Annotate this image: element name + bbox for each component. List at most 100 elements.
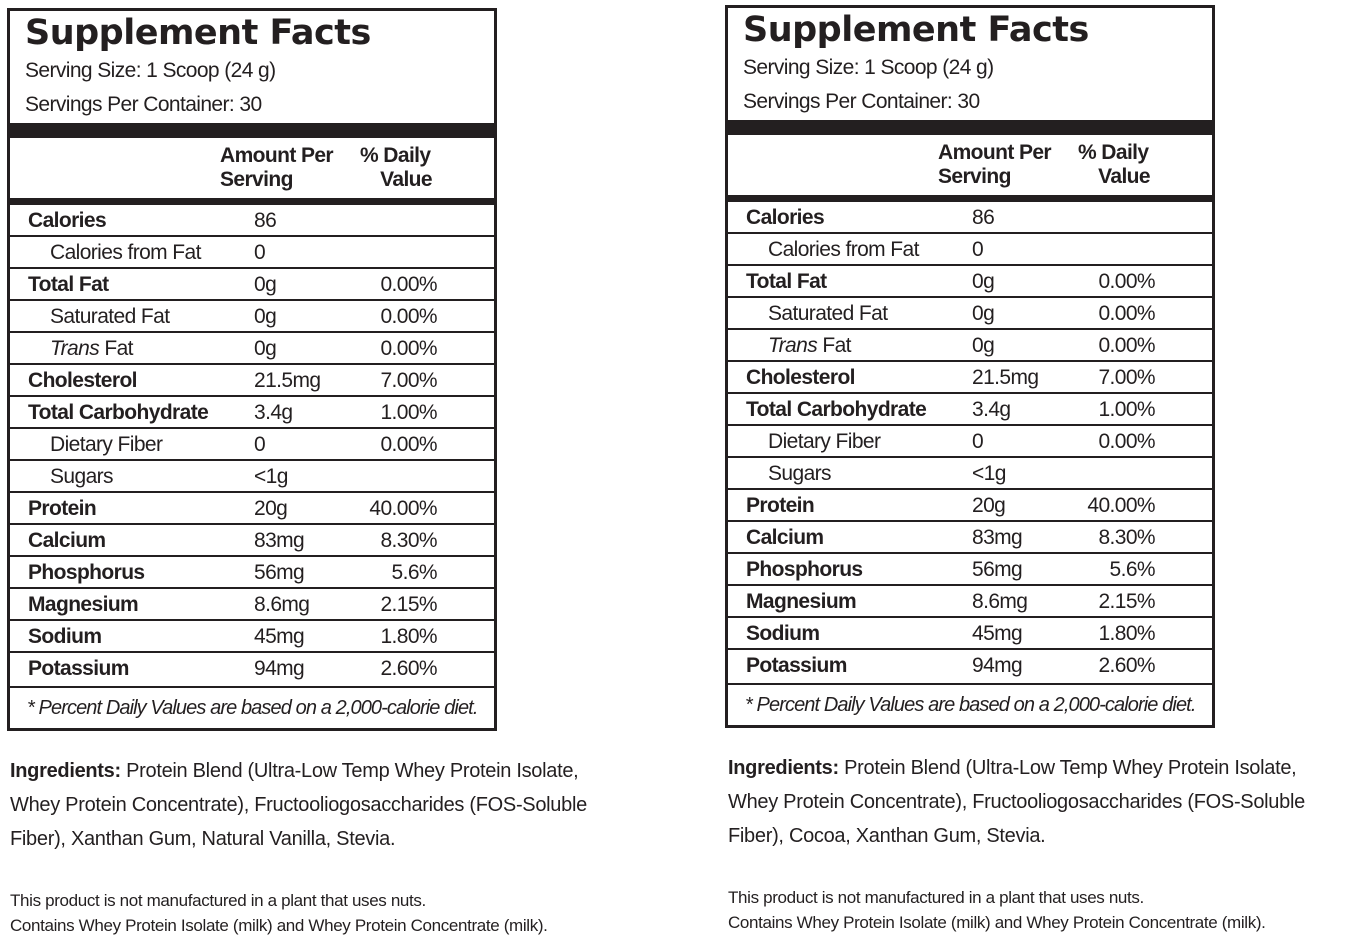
- nutrient-name: Calories from Fat: [50, 241, 201, 264]
- label-title: Supplement Facts: [25, 13, 371, 53]
- nutrient-amount: 3.4g: [254, 401, 293, 424]
- nutrient-name: Sodium: [746, 622, 820, 645]
- ingredients: Ingredients: Protein Blend (Ultra-Low Te…: [10, 754, 650, 856]
- column-header: Amount Per Serving % Daily Value: [10, 138, 494, 205]
- footnote: * Percent Daily Values are based on a 2,…: [745, 694, 1196, 716]
- divider-bar: [728, 120, 1212, 135]
- nutrient-name: Calcium: [28, 529, 106, 552]
- nutrient-row: Potassium 94mg 2.60%: [10, 653, 494, 688]
- nutrient-daily-value: 5.6%: [391, 561, 438, 584]
- nutrient-row: Total Fat 0g 0.00%: [10, 269, 494, 301]
- nutrient-name: Calories: [28, 209, 107, 232]
- footnote: * Percent Daily Values are based on a 2,…: [27, 697, 478, 719]
- ingredients-text: Fiber), Cocoa, Xanthan Gum, Stevia.: [728, 825, 1046, 847]
- nutrient-row: Dietary Fiber 0 0.00%: [728, 426, 1212, 458]
- servings-per-container: Servings Per Container: 30: [25, 93, 262, 116]
- allergen-notes: This product is not manufactured in a pl…: [10, 888, 650, 938]
- nutrient-amount: 21.5mg: [972, 366, 1039, 389]
- ingredients-text: Fiber), Xanthan Gum, Natural Vanilla, St…: [10, 828, 396, 850]
- nutrient-row: Sugars <1g: [10, 461, 494, 493]
- nutrient-name: Total Carbohydrate: [746, 398, 927, 421]
- nutrient-amount: 0g: [972, 334, 995, 357]
- nutrient-name-rest: Fat: [99, 337, 133, 360]
- ingredients-label: Ingredients:: [728, 757, 839, 779]
- nutrient-name: Magnesium: [28, 593, 139, 616]
- milk-note: Contains Whey Protein Isolate (milk) and…: [728, 913, 1266, 932]
- daily-value-header: % Daily Value: [1078, 141, 1151, 189]
- nutrient-amount: 83mg: [972, 526, 1023, 549]
- amount-per-serving-header: Amount Per Serving: [938, 141, 1052, 189]
- nutrient-row: Magnesium 8.6mg 2.15%: [10, 589, 494, 621]
- nutrient-row: Calories from Fat 0: [728, 234, 1212, 266]
- nutrient-table: Calories 86 Calories from Fat 0 Total Fat 0g 0…: [728, 202, 1212, 685]
- nutrient-name: Dietary Fiber: [768, 430, 881, 453]
- nutrient-row: Trans Fat 0g 0.00%: [10, 333, 494, 365]
- nutrient-name: Sodium: [28, 625, 102, 648]
- nutrient-name: Saturated Fat: [50, 305, 170, 328]
- label-title: Supplement Facts: [743, 10, 1089, 50]
- nutrient-daily-value: 0.00%: [1098, 334, 1155, 357]
- nutrient-daily-value: 0.00%: [1098, 302, 1155, 325]
- ingredients-text: Protein Blend (Ultra-Low Temp Whey Prote…: [838, 757, 1297, 779]
- nutrient-amount: 45mg: [972, 622, 1023, 645]
- nutrient-amount: 56mg: [254, 561, 305, 584]
- nutrient-row: Calcium 83mg 8.30%: [728, 522, 1212, 554]
- nutrient-daily-value: 40.00%: [369, 497, 437, 520]
- nutrient-daily-value: 8.30%: [380, 529, 437, 552]
- nutrient-amount: 0: [254, 241, 266, 264]
- milk-note: Contains Whey Protein Isolate (milk) and…: [10, 916, 548, 935]
- nutrient-name: Protein: [28, 497, 97, 520]
- nutrient-row: Calories 86: [728, 202, 1212, 234]
- nutrient-name: Saturated Fat: [768, 302, 888, 325]
- nutrient-amount: 86: [972, 206, 995, 229]
- nutrient-name: Phosphorus: [746, 558, 863, 581]
- nutrient-row: Sugars <1g: [728, 458, 1212, 490]
- nutrient-daily-value: 2.60%: [380, 657, 437, 680]
- nutrient-amount: <1g: [254, 465, 288, 488]
- daily-value-header: % Daily Value: [360, 144, 433, 192]
- nutrient-row: Calories 86: [10, 205, 494, 237]
- nut-note: This product is not manufactured in a pl…: [10, 891, 426, 910]
- nutrient-daily-value: 1.80%: [1098, 622, 1155, 645]
- ingredients-text: Protein Blend (Ultra-Low Temp Whey Prote…: [120, 760, 579, 782]
- facts-label-box: Supplement Facts Serving Size: 1 Scoop (…: [7, 8, 497, 731]
- nutrient-row: Potassium 94mg 2.60%: [728, 650, 1212, 685]
- nutrient-amount: 0g: [972, 302, 995, 325]
- nutrient-daily-value: 7.00%: [1098, 366, 1155, 389]
- nutrient-daily-value: 2.15%: [1098, 590, 1155, 613]
- nutrient-daily-value: 1.80%: [380, 625, 437, 648]
- nutrient-row: Calcium 83mg 8.30%: [10, 525, 494, 557]
- nutrient-daily-value: 2.60%: [1098, 654, 1155, 677]
- nutrient-row: Sodium 45mg 1.80%: [10, 621, 494, 653]
- nutrient-amount: 20g: [972, 494, 1006, 517]
- column-header: Amount Per Serving % Daily Value: [728, 135, 1212, 202]
- nutrient-name: Sugars: [768, 462, 832, 485]
- nutrient-name: Calories from Fat: [768, 238, 919, 261]
- nutrient-amount: 0g: [254, 273, 277, 296]
- nutrient-row: Cholesterol 21.5mg 7.00%: [10, 365, 494, 397]
- serving-size: Serving Size: 1 Scoop (24 g): [25, 59, 276, 82]
- header-line: Serving: [220, 168, 293, 191]
- header-line: % Daily: [1078, 141, 1149, 164]
- header-line: Amount Per: [938, 141, 1052, 164]
- nutrient-row: Magnesium 8.6mg 2.15%: [728, 586, 1212, 618]
- nutrient-amount: 94mg: [254, 657, 305, 680]
- nutrient-row: Sodium 45mg 1.80%: [728, 618, 1212, 650]
- nutrient-table: Calories 86 Calories from Fat 0 Total Fat 0g 0…: [10, 205, 494, 688]
- nutrient-amount: 94mg: [972, 654, 1023, 677]
- nutrient-daily-value: 0.00%: [1098, 270, 1155, 293]
- nutrient-amount: 0: [972, 430, 984, 453]
- nutrient-amount: <1g: [972, 462, 1006, 485]
- nutrient-row: Saturated Fat 0g 0.00%: [10, 301, 494, 333]
- nutrient-name: Sugars: [50, 465, 114, 488]
- nutrient-row: Saturated Fat 0g 0.00%: [728, 298, 1212, 330]
- nutrient-amount: 0: [254, 433, 266, 456]
- nutrient-daily-value: 7.00%: [380, 369, 437, 392]
- nutrient-daily-value: 1.00%: [380, 401, 437, 424]
- nutrient-name: Magnesium: [746, 590, 857, 613]
- nutrient-name: Phosphorus: [28, 561, 145, 584]
- nutrient-amount: 8.6mg: [972, 590, 1028, 613]
- nutrient-row: Protein 20g 40.00%: [10, 493, 494, 525]
- header-line: Value: [380, 168, 432, 191]
- divider-bar: [10, 123, 494, 138]
